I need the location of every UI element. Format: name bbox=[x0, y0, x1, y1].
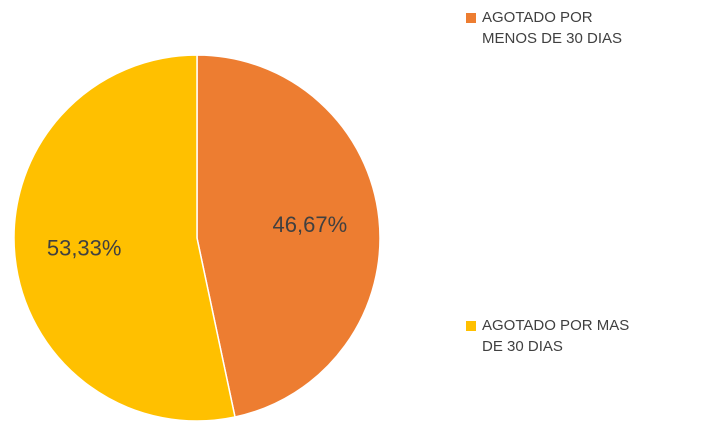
legend-swatch bbox=[466, 13, 476, 23]
pie-slice bbox=[13, 54, 236, 421]
data-label: 53,33% bbox=[47, 236, 122, 261]
data-label: 46,67% bbox=[273, 212, 348, 237]
legend-swatch bbox=[466, 321, 476, 331]
legend-label: AGOTADO POR MENOS DE 30 DIAS bbox=[482, 9, 622, 47]
pie-slice bbox=[196, 54, 381, 418]
legend-label: AGOTADO POR MAS DE 30 DIAS bbox=[482, 317, 629, 355]
